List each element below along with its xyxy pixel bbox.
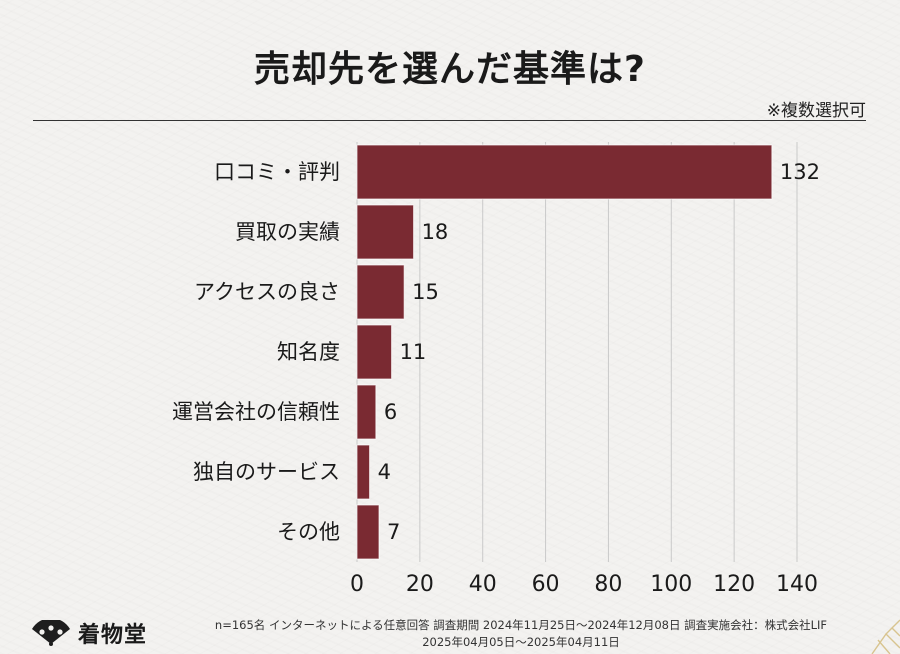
value-label: 4 — [378, 460, 391, 484]
bar — [356, 264, 405, 320]
value-label: 18 — [422, 220, 449, 244]
bar — [356, 324, 393, 380]
x-tick-label: 140 — [776, 572, 818, 597]
x-tick-label: 100 — [650, 572, 692, 597]
chart-title: 売却先を選んだ基準は? — [254, 49, 646, 90]
survey-footnote: n=165名 インターネットによる任意回答 調査期間 2024年11月25日〜2… — [176, 617, 866, 651]
category-label: 口コミ・評判 — [214, 160, 340, 184]
brand-logo: 着物堂 — [30, 617, 147, 649]
folding-fan-icon — [32, 620, 70, 646]
x-tick-label: 0 — [350, 572, 364, 597]
x-tick-label: 60 — [532, 572, 560, 597]
value-label: 15 — [412, 280, 439, 304]
x-tick-label: 40 — [469, 572, 497, 597]
value-label: 6 — [384, 400, 397, 424]
corner-pattern-icon — [871, 619, 900, 654]
logo-text: 着物堂 — [78, 622, 148, 648]
footnote-line-2: 2025年04月05日〜2025年04月11日 — [422, 635, 620, 649]
category-label: 運営会社の信頼性 — [172, 400, 340, 424]
bar — [356, 384, 377, 440]
bar — [356, 444, 371, 500]
bar — [356, 144, 773, 200]
bar — [356, 504, 380, 560]
category-label: 買取の実績 — [235, 220, 340, 244]
value-label: 7 — [387, 520, 400, 544]
category-label: その他 — [277, 520, 340, 544]
bar — [356, 204, 415, 260]
footnote-line-1: n=165名 インターネットによる任意回答 調査期間 2024年11月25日〜2… — [214, 618, 828, 632]
x-tick-label: 120 — [713, 572, 755, 597]
title-divider — [33, 120, 866, 121]
multiple-choice-note: ※複数選択可 — [766, 101, 866, 121]
category-label: 独自のサービス — [193, 460, 340, 484]
category-label: アクセスの良さ — [194, 280, 340, 304]
bars — [356, 144, 773, 560]
x-tick-label: 80 — [594, 572, 622, 597]
value-label: 11 — [400, 340, 427, 364]
value-label: 132 — [780, 160, 820, 184]
x-tick-label: 20 — [406, 572, 434, 597]
x-axis-ticks: 0 20 40 60 80 100 120 140 — [350, 572, 818, 597]
category-label: 知名度 — [277, 340, 340, 364]
value-labels: 132 18 15 11 6 4 7 — [378, 160, 820, 544]
